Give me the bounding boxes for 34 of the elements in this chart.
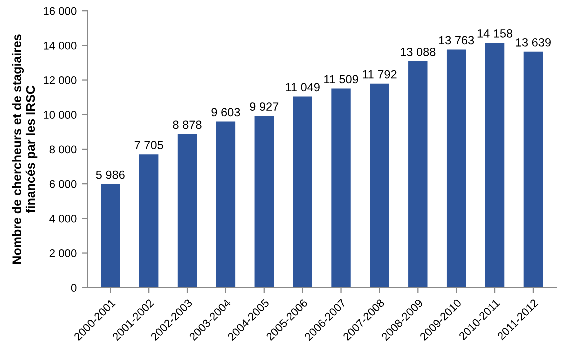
bar — [293, 96, 312, 288]
bar — [216, 122, 236, 288]
bar — [446, 50, 466, 288]
y-tick-label: 8 000 — [50, 146, 77, 154]
data-label: 11 792 — [362, 70, 397, 79]
data-label: 14 158 — [478, 29, 513, 38]
data-label: 9 927 — [250, 102, 279, 112]
bar — [524, 52, 544, 288]
y-tick-label: 6 000 — [50, 180, 77, 188]
data-label: 7 705 — [134, 141, 164, 150]
bar — [408, 61, 428, 288]
bar — [370, 84, 390, 288]
bar — [254, 116, 274, 288]
y-tick-label: 2 000 — [50, 250, 77, 258]
data-label: 13 763 — [439, 36, 474, 45]
bar — [139, 154, 159, 288]
data-label: 8 878 — [173, 120, 202, 130]
bar — [101, 184, 120, 288]
y-tick-label: 10 000 — [44, 111, 77, 120]
data-label: 5 986 — [96, 170, 125, 180]
data-label: 13 639 — [516, 38, 551, 47]
bar — [332, 88, 351, 288]
data-label: 9 603 — [212, 108, 240, 117]
y-tick-label: 14 000 — [44, 42, 77, 50]
y-tick-label: 4 000 — [50, 214, 77, 223]
data-label: 11 509 — [324, 75, 358, 84]
y-tick-label: 12 000 — [44, 76, 77, 84]
data-label: 11 049 — [286, 83, 320, 92]
bar — [178, 134, 198, 288]
data-label: 13 088 — [400, 48, 436, 56]
bar — [485, 42, 505, 288]
y-tick-label: 16 000 — [44, 7, 77, 16]
y-axis-title: Nombre de chercheurs et de stagiaires financés par les IRSC — [12, 34, 38, 264]
y-tick-label: 0 — [71, 284, 77, 292]
